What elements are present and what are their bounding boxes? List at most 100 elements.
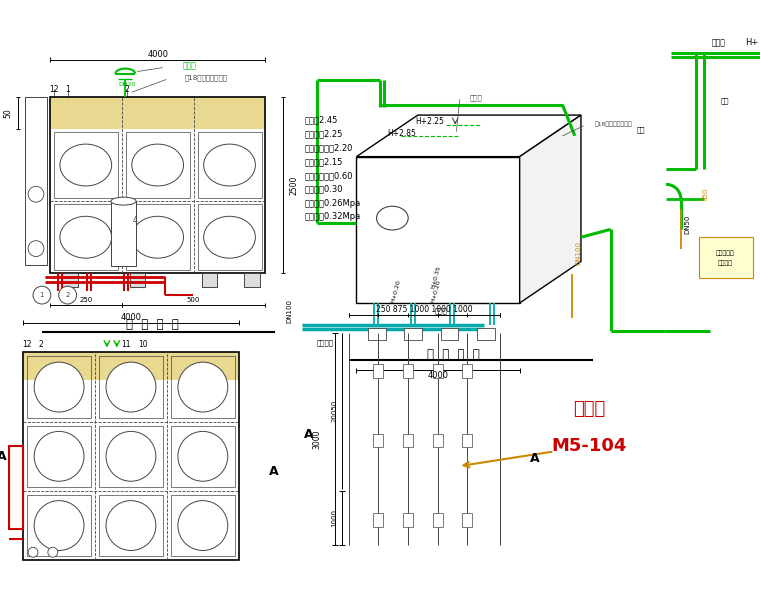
Text: 启泵压力0.26Mpa: 启泵压力0.26Mpa <box>305 199 361 207</box>
Text: 1: 1 <box>65 85 70 94</box>
Text: 11: 11 <box>122 340 131 349</box>
Polygon shape <box>432 513 442 527</box>
Polygon shape <box>462 364 472 378</box>
Text: H+2.25: H+2.25 <box>416 117 445 126</box>
Circle shape <box>34 362 84 412</box>
Text: 高位数警水位2.20: 高位数警水位2.20 <box>305 143 353 152</box>
Text: 1000: 1000 <box>331 509 337 527</box>
Polygon shape <box>520 115 581 303</box>
Circle shape <box>178 432 228 482</box>
Circle shape <box>178 500 228 550</box>
Circle shape <box>59 286 77 304</box>
Circle shape <box>106 500 156 550</box>
Polygon shape <box>373 364 383 378</box>
Ellipse shape <box>111 197 136 205</box>
Text: 正  立  面  图: 正 立 面 图 <box>126 318 179 331</box>
Circle shape <box>34 432 84 482</box>
Polygon shape <box>698 237 753 278</box>
Polygon shape <box>62 274 78 287</box>
Text: 侧  立  面  图: 侧 立 面 图 <box>427 348 480 361</box>
Text: 2500: 2500 <box>290 176 298 195</box>
Text: H+: H+ <box>746 38 758 47</box>
Text: H+0.35: H+0.35 <box>430 264 441 289</box>
Text: 最低水位0.30: 最低水位0.30 <box>305 185 344 194</box>
Text: 4000: 4000 <box>147 50 168 59</box>
Ellipse shape <box>131 144 183 186</box>
Ellipse shape <box>204 216 255 258</box>
Text: 溢流水位2.25: 溢流水位2.25 <box>305 130 344 139</box>
Polygon shape <box>356 157 520 303</box>
Text: 溢流管: 溢流管 <box>711 38 725 47</box>
Text: 500: 500 <box>187 297 201 303</box>
Polygon shape <box>50 97 265 129</box>
Ellipse shape <box>60 216 112 258</box>
Text: 敦18目不锈钢防虫网: 敦18目不锈钢防虫网 <box>184 74 227 81</box>
Text: DN20: DN20 <box>119 82 136 87</box>
Polygon shape <box>111 201 136 266</box>
Text: A: A <box>304 427 314 441</box>
Text: 2: 2 <box>65 292 70 298</box>
Circle shape <box>48 547 58 557</box>
Text: A: A <box>530 452 540 465</box>
Polygon shape <box>130 274 145 287</box>
Text: 2: 2 <box>39 340 43 349</box>
Text: 12: 12 <box>22 340 32 349</box>
Text: 进液泵上盖: 进液泵上盖 <box>716 250 735 257</box>
Text: 进水位2.45: 进水位2.45 <box>305 116 338 125</box>
Text: 停泵压力0.32Mpa: 停泵压力0.32Mpa <box>305 212 361 221</box>
Text: H+0.20: H+0.20 <box>430 279 441 303</box>
Circle shape <box>33 286 51 304</box>
Circle shape <box>28 547 38 557</box>
Text: 1: 1 <box>40 292 44 298</box>
Text: 3000: 3000 <box>313 429 321 449</box>
Text: 进水阀: 进水阀 <box>435 308 448 314</box>
Text: 4000: 4000 <box>428 371 448 380</box>
Circle shape <box>34 500 84 550</box>
Text: 水泵系统: 水泵系统 <box>718 261 733 266</box>
Text: 250: 250 <box>79 297 93 303</box>
Polygon shape <box>23 353 239 380</box>
Text: A: A <box>0 450 6 463</box>
Text: 透气帽: 透气帽 <box>182 61 197 70</box>
Polygon shape <box>404 328 422 340</box>
Text: 敦18目不锈钢防虫网: 敦18目不锈钢防虫网 <box>594 121 632 126</box>
Text: 10: 10 <box>138 340 147 349</box>
Polygon shape <box>244 274 259 287</box>
Circle shape <box>28 241 44 257</box>
Polygon shape <box>201 274 217 287</box>
Text: 低位泵警水位0.60: 低位泵警水位0.60 <box>305 171 353 180</box>
Ellipse shape <box>60 144 112 186</box>
Text: 12: 12 <box>49 85 59 94</box>
Text: 盒路开关: 盒路开关 <box>317 339 334 346</box>
Circle shape <box>106 362 156 412</box>
Text: 2: 2 <box>125 85 129 94</box>
Polygon shape <box>432 364 442 378</box>
Polygon shape <box>403 513 413 527</box>
Text: 50: 50 <box>3 108 12 118</box>
Text: 20050: 20050 <box>331 399 337 422</box>
Polygon shape <box>441 328 458 340</box>
Polygon shape <box>369 328 386 340</box>
Circle shape <box>28 186 44 202</box>
Polygon shape <box>432 434 442 447</box>
Polygon shape <box>477 328 495 340</box>
Text: 排水: 排水 <box>637 126 645 133</box>
Text: H+0.20: H+0.20 <box>391 279 401 303</box>
Text: 最高水位2.15: 最高水位2.15 <box>305 157 344 166</box>
Text: 350: 350 <box>702 187 708 201</box>
Circle shape <box>178 362 228 412</box>
Text: DN50: DN50 <box>685 214 691 233</box>
Text: H+2.85: H+2.85 <box>388 130 416 138</box>
Text: 预埋件: 预埋件 <box>573 400 605 418</box>
Text: 4: 4 <box>133 216 138 225</box>
Text: 给水: 给水 <box>721 97 730 103</box>
Text: DN100: DN100 <box>287 299 292 323</box>
Text: A: A <box>268 465 278 478</box>
Ellipse shape <box>376 206 408 230</box>
Polygon shape <box>403 364 413 378</box>
Circle shape <box>106 432 156 482</box>
Polygon shape <box>403 434 413 447</box>
Polygon shape <box>356 115 581 157</box>
Ellipse shape <box>131 216 183 258</box>
Polygon shape <box>462 513 472 527</box>
